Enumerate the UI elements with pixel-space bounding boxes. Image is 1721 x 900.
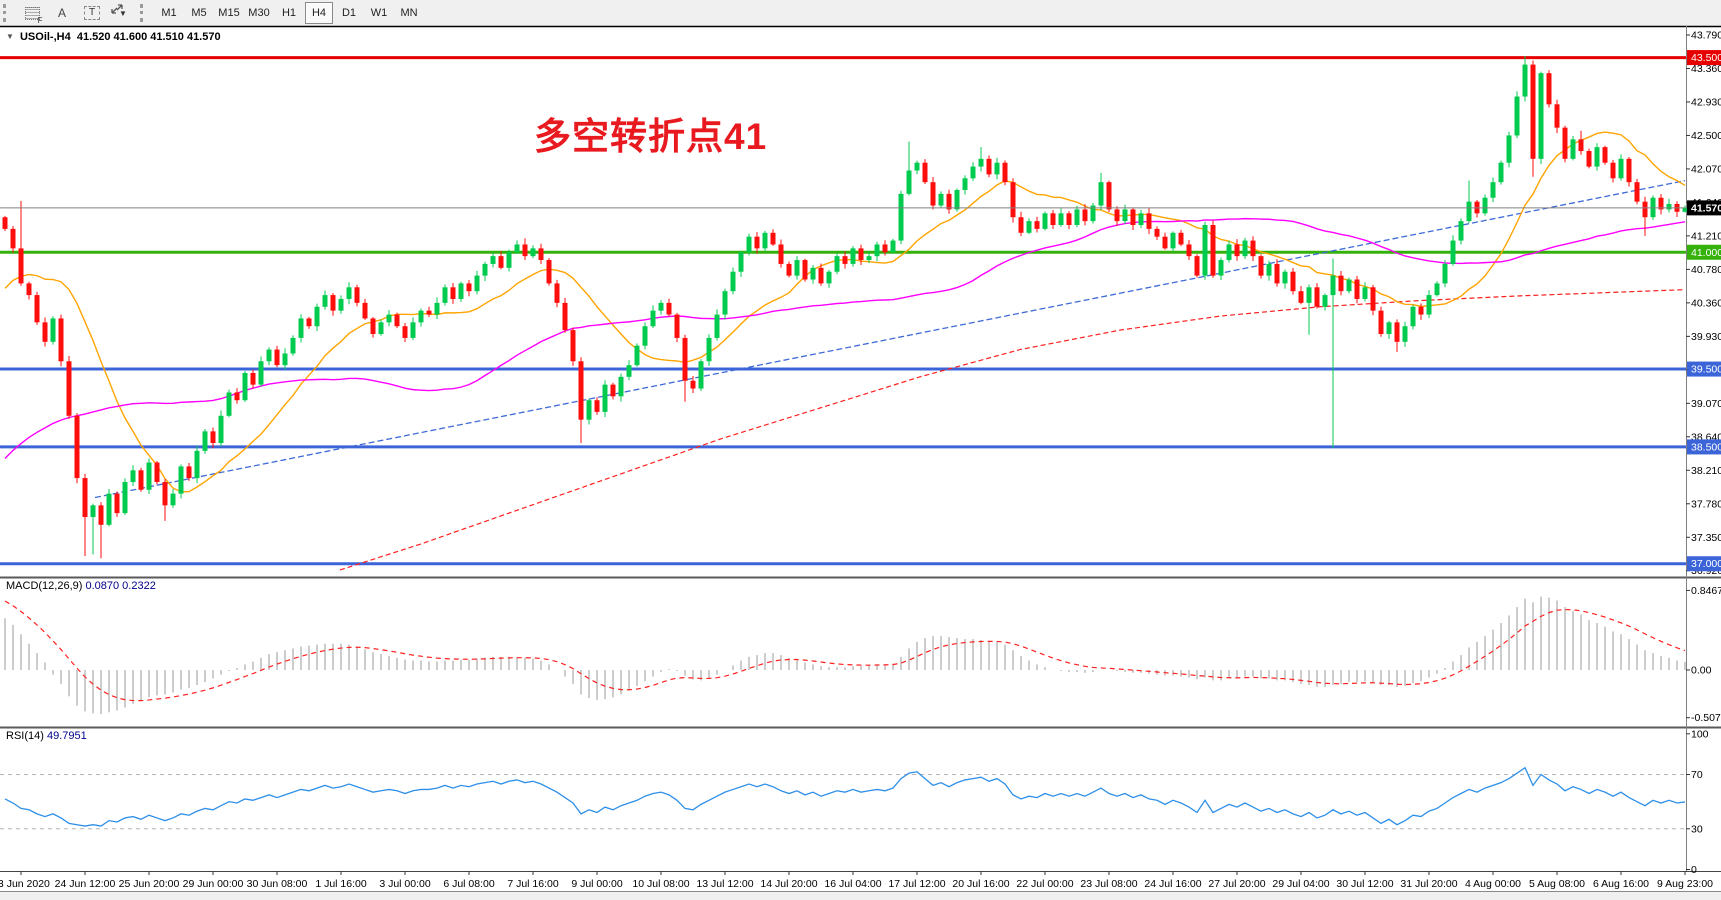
svg-text:43.500: 43.500 bbox=[1691, 52, 1721, 64]
svg-text:1 Jul 16:00: 1 Jul 16:00 bbox=[315, 878, 367, 890]
svg-text:10 Jul 08:00: 10 Jul 08:00 bbox=[632, 878, 689, 890]
svg-text:0: 0 bbox=[1691, 864, 1697, 876]
svg-text:14 Jul 20:00: 14 Jul 20:00 bbox=[760, 878, 817, 890]
svg-text:43.790: 43.790 bbox=[1691, 30, 1721, 42]
svg-text:25 Jun 20:00: 25 Jun 20:00 bbox=[119, 878, 180, 890]
svg-text:27 Jul 20:00: 27 Jul 20:00 bbox=[1208, 878, 1265, 890]
timeframe-button-h4[interactable]: H4 bbox=[305, 2, 333, 24]
price-axis: 43.79043.36042.93042.50042.07041.64041.2… bbox=[1686, 30, 1721, 577]
svg-text:0.00: 0.00 bbox=[1691, 665, 1712, 677]
horizontal-lines: 43.500 41.000 39.500 38.500 37.000 bbox=[0, 50, 1721, 572]
text-box-icon[interactable]: T bbox=[79, 2, 105, 24]
svg-text:3 Jul 00:00: 3 Jul 00:00 bbox=[379, 878, 431, 890]
svg-text:6 Jul 08:00: 6 Jul 08:00 bbox=[443, 878, 495, 890]
svg-text:16 Jul 04:00: 16 Jul 04:00 bbox=[824, 878, 881, 890]
timeframe-group: M1 M5 M15 M30 H1 H4 D1 W1 MN bbox=[154, 2, 424, 24]
timeframe-button-h1[interactable]: H1 bbox=[281, 7, 297, 19]
svg-text:38.500: 38.500 bbox=[1691, 441, 1721, 453]
svg-text:9 Jul 00:00: 9 Jul 00:00 bbox=[571, 878, 623, 890]
svg-text:23 Jun 2020: 23 Jun 2020 bbox=[0, 878, 50, 890]
text-label-icon[interactable]: A bbox=[57, 6, 66, 20]
current-price-box: 41.570 bbox=[1687, 200, 1721, 216]
svg-text:42.930: 42.930 bbox=[1691, 96, 1721, 108]
cursor-tools-icon[interactable]: ▼ bbox=[109, 2, 135, 24]
svg-text:13 Jul 12:00: 13 Jul 12:00 bbox=[696, 878, 753, 890]
svg-text:38.210: 38.210 bbox=[1691, 465, 1721, 477]
svg-text:7 Jul 16:00: 7 Jul 16:00 bbox=[507, 878, 559, 890]
timeframe-button-w1[interactable]: W1 bbox=[370, 7, 388, 19]
moving-averages bbox=[4, 131, 1686, 571]
svg-text:22 Jul 00:00: 22 Jul 00:00 bbox=[1016, 878, 1073, 890]
svg-text:39.070: 39.070 bbox=[1691, 398, 1721, 410]
svg-text:24 Jun 12:00: 24 Jun 12:00 bbox=[55, 878, 116, 890]
indicator-list-icon[interactable]: F bbox=[19, 2, 45, 25]
svg-text:24 Jul 16:00: 24 Jul 16:00 bbox=[1144, 878, 1201, 890]
toolbar-drag-handle[interactable] bbox=[3, 4, 13, 22]
ohlc-values: 41.520 41.600 41.510 41.570 bbox=[76, 31, 221, 43]
svg-text:6 Aug 16:00: 6 Aug 16:00 bbox=[1593, 878, 1649, 890]
svg-text:40.360: 40.360 bbox=[1691, 297, 1721, 309]
svg-text:30 Jul 12:00: 30 Jul 12:00 bbox=[1336, 878, 1393, 890]
toolbar-drag-handle-2[interactable] bbox=[140, 4, 150, 22]
timeframe-button-d1[interactable]: D1 bbox=[341, 7, 357, 19]
timeframe-button-mn[interactable]: MN bbox=[400, 7, 418, 19]
svg-text:9 Aug 23:00: 9 Aug 23:00 bbox=[1657, 878, 1713, 890]
svg-text:5 Aug 08:00: 5 Aug 08:00 bbox=[1529, 878, 1585, 890]
timeframe-button-m5[interactable]: M5 bbox=[191, 7, 207, 19]
chart-title: ▼ USOil-,H4 41.520 41.600 41.510 41.570 bbox=[6, 31, 221, 43]
svg-text:42.500: 42.500 bbox=[1691, 130, 1721, 142]
svg-text:41.570: 41.570 bbox=[1691, 202, 1721, 214]
chevron-down-icon: ▼ bbox=[119, 8, 127, 18]
svg-text:100: 100 bbox=[1691, 728, 1709, 740]
svg-text:-0.5072: -0.5072 bbox=[1691, 712, 1721, 724]
svg-text:39.500: 39.500 bbox=[1691, 364, 1721, 376]
candles bbox=[2, 56, 1688, 559]
timeframe-button-m30[interactable]: M30 bbox=[248, 7, 270, 19]
timeframe-button-m1[interactable]: M1 bbox=[161, 7, 177, 19]
svg-text:37.350: 37.350 bbox=[1691, 532, 1721, 544]
macd-pane: 0.8467 0.00 -0.5072 bbox=[4, 585, 1721, 724]
svg-text:17 Jul 12:00: 17 Jul 12:00 bbox=[888, 878, 945, 890]
svg-text:40.780: 40.780 bbox=[1691, 264, 1721, 276]
svg-text:31 Jul 20:00: 31 Jul 20:00 bbox=[1400, 878, 1457, 890]
svg-text:0.8467: 0.8467 bbox=[1691, 585, 1721, 597]
macd-pane-label: MACD(12,26,9) 0.0870 0.2322 bbox=[6, 580, 156, 592]
symbol-period-label: USOil-,H4 bbox=[19, 31, 71, 43]
collapse-triangle-icon[interactable]: ▼ bbox=[6, 32, 14, 41]
svg-text:20 Jul 16:00: 20 Jul 16:00 bbox=[952, 878, 1009, 890]
svg-text:37.000: 37.000 bbox=[1691, 558, 1721, 570]
svg-text:70: 70 bbox=[1691, 769, 1703, 781]
svg-text:37.780: 37.780 bbox=[1691, 498, 1721, 510]
svg-text:4 Aug 00:00: 4 Aug 00:00 bbox=[1465, 878, 1521, 890]
rsi-pane-label: RSI(14) 49.7951 bbox=[6, 730, 87, 742]
timeframe-button-m15[interactable]: M15 bbox=[218, 7, 240, 19]
annotation-text: 多空转折点41 bbox=[534, 116, 768, 157]
svg-text:42.070: 42.070 bbox=[1691, 163, 1721, 175]
diagonal-arrows-icon bbox=[111, 4, 123, 14]
svg-text:41.210: 41.210 bbox=[1691, 230, 1721, 242]
svg-text:39.930: 39.930 bbox=[1691, 331, 1721, 343]
svg-text:23 Jul 08:00: 23 Jul 08:00 bbox=[1080, 878, 1137, 890]
svg-text:41.000: 41.000 bbox=[1691, 247, 1721, 259]
svg-text:30 Jun 08:00: 30 Jun 08:00 bbox=[247, 878, 308, 890]
svg-text:43.360: 43.360 bbox=[1691, 63, 1721, 75]
svg-text:29 Jul 04:00: 29 Jul 04:00 bbox=[1272, 878, 1329, 890]
svg-text:30: 30 bbox=[1691, 823, 1703, 835]
rsi-pane: 100 70 30 0 bbox=[0, 728, 1709, 876]
svg-text:29 Jun 00:00: 29 Jun 00:00 bbox=[183, 878, 244, 890]
